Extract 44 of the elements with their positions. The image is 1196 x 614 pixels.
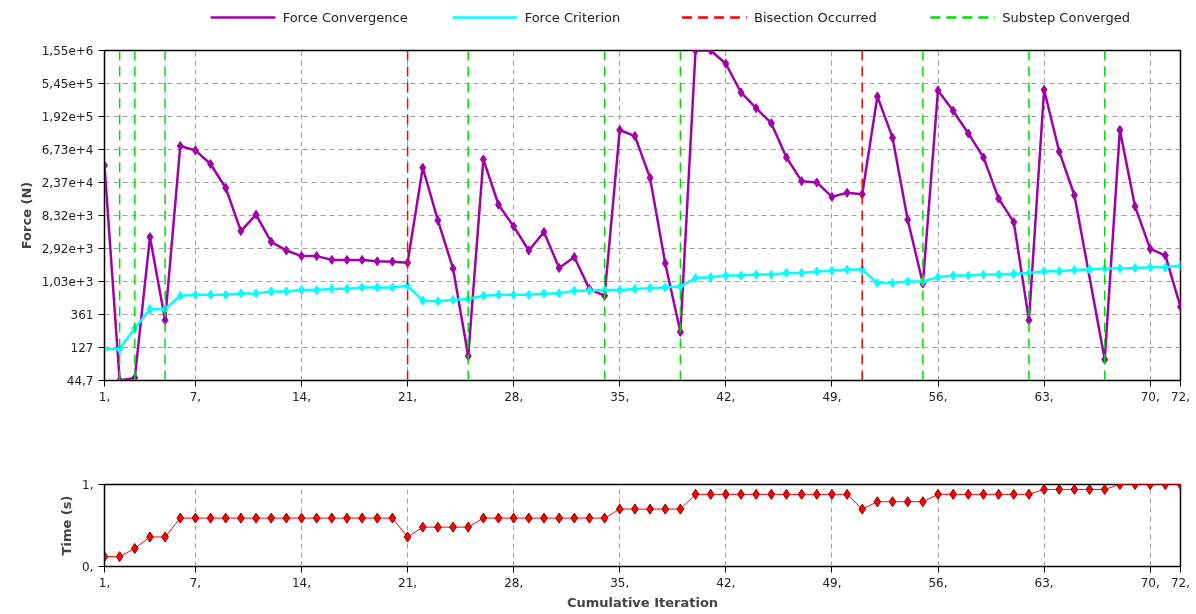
x-tick-label: 63, [1034,575,1054,590]
x-tick-label: 49, [822,389,842,404]
x-tick-label: 42, [716,575,736,590]
y-tick-label: 8,32e+3 [41,209,94,224]
x-tick-label: 21, [398,575,418,590]
x-tick-label: 49, [822,575,842,590]
y-tick-label: 6,73e+4 [41,143,94,158]
x-tick-label: 72, [1170,575,1191,590]
y-tick-label: 1,92e+5 [41,109,94,124]
y-axis-title: Time (s) [59,495,75,556]
x-tick-label: 14, [291,389,312,404]
legend-label: Bisection Occurred [754,10,877,25]
y-tick-label: 1, [82,478,94,492]
x-tick-label: 72, [1170,389,1191,404]
x-tick-label: 35, [610,575,630,590]
x-tick-label: 70, [1140,575,1160,590]
x-axis-title: Cumulative Iteration [566,594,719,610]
y-tick-label: 2,92e+3 [41,242,94,257]
y-tick-label: 2,37e+4 [41,175,94,190]
y-tick-label: 44,7 [66,374,94,388]
x-tick-label: 70, [1140,389,1160,404]
y-tick-label: 361 [70,308,94,323]
legend-label: Force Criterion [524,10,621,25]
x-tick-label: 35, [610,389,630,404]
x-tick-label: 42, [716,389,736,404]
x-tick-label: 7, [189,389,202,404]
x-tick-label: 56, [928,389,948,404]
y-tick-label: 1,03e+3 [41,274,94,289]
y-tick-label: 5,45e+5 [41,77,94,91]
x-tick-label: 1, [98,389,111,404]
legend-label: Force Convergence [282,10,408,25]
x-tick-label: 28, [504,389,524,404]
y-tick-label: 0, [82,560,94,574]
x-tick-label: 28, [504,575,524,590]
x-tick-label: 1, [98,575,111,590]
x-tick-label: 14, [291,575,312,590]
x-tick-label: 21, [398,389,418,404]
y-axis-title: Force (N) [18,181,34,250]
legend-label: Substep Converged [1002,10,1130,25]
x-tick-label: 7, [189,575,202,590]
y-tick-label: 127 [70,341,94,356]
x-tick-label: 56, [928,575,948,590]
y-tick-label: 1,55e+6 [41,44,94,58]
x-tick-label: 63, [1034,389,1054,404]
